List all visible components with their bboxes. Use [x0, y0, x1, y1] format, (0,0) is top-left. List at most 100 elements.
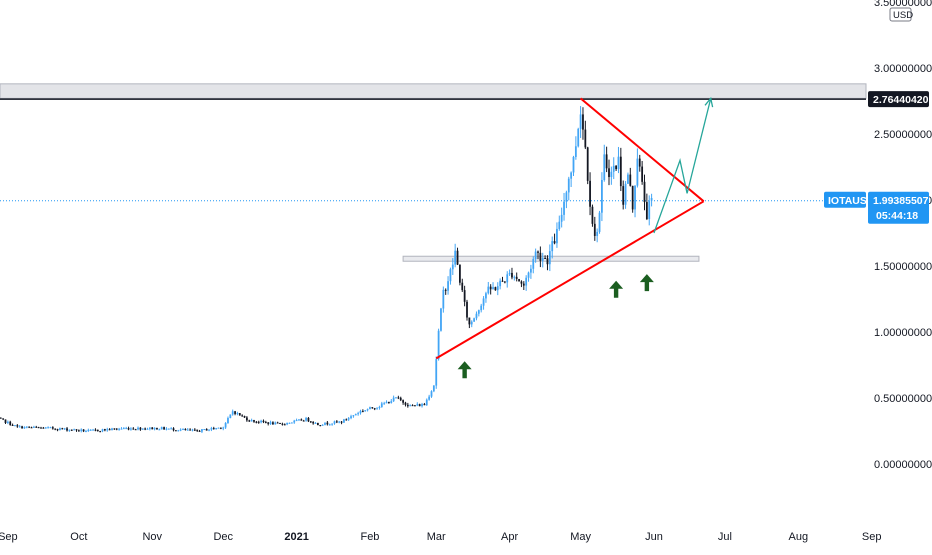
- candle[interactable]: [411, 404, 414, 407]
- candle[interactable]: [383, 401, 386, 405]
- candle[interactable]: [276, 421, 279, 424]
- candle[interactable]: [246, 416, 248, 422]
- candle[interactable]: [253, 419, 255, 423]
- candle[interactable]: [14, 424, 16, 427]
- candle[interactable]: [506, 271, 509, 288]
- candle[interactable]: [70, 429, 73, 432]
- candle[interactable]: [238, 412, 241, 416]
- candle[interactable]: [596, 228, 599, 243]
- candle[interactable]: [518, 278, 520, 282]
- candle[interactable]: [257, 420, 260, 424]
- candle[interactable]: [432, 385, 435, 393]
- candle[interactable]: [167, 428, 170, 430]
- candle[interactable]: [122, 427, 125, 430]
- candle[interactable]: [269, 420, 272, 425]
- candle[interactable]: [290, 422, 293, 424]
- candle[interactable]: [153, 427, 156, 431]
- candle[interactable]: [193, 428, 196, 432]
- candle[interactable]: [480, 303, 483, 313]
- candle[interactable]: [312, 421, 315, 425]
- candle[interactable]: [515, 272, 518, 282]
- candle[interactable]: [141, 428, 144, 430]
- candle[interactable]: [231, 409, 234, 416]
- candle[interactable]: [319, 425, 322, 427]
- candle[interactable]: [227, 416, 229, 424]
- candle[interactable]: [494, 286, 497, 291]
- candle[interactable]: [205, 428, 208, 431]
- candle[interactable]: [496, 282, 499, 296]
- candle[interactable]: [132, 427, 135, 430]
- candle[interactable]: [397, 395, 400, 400]
- candle[interactable]: [499, 278, 502, 290]
- candle[interactable]: [99, 430, 102, 433]
- candle[interactable]: [560, 207, 563, 228]
- candle[interactable]: [241, 414, 244, 417]
- candle[interactable]: [2, 418, 5, 421]
- candle[interactable]: [527, 271, 530, 282]
- candle[interactable]: [127, 426, 130, 431]
- candle[interactable]: [279, 422, 281, 424]
- candle[interactable]: [331, 423, 333, 426]
- candle[interactable]: [189, 428, 191, 431]
- candle[interactable]: [229, 414, 232, 419]
- candle[interactable]: [376, 407, 378, 410]
- candle[interactable]: [532, 256, 535, 274]
- candle[interactable]: [454, 243, 457, 268]
- candle[interactable]: [638, 154, 641, 172]
- candle[interactable]: [264, 420, 267, 424]
- candle[interactable]: [267, 422, 270, 426]
- candle[interactable]: [423, 402, 426, 406]
- candle[interactable]: [338, 421, 341, 424]
- candle[interactable]: [612, 157, 615, 180]
- candle[interactable]: [335, 420, 338, 424]
- candle[interactable]: [598, 210, 601, 234]
- candle[interactable]: [634, 185, 636, 218]
- candle[interactable]: [451, 258, 454, 275]
- candle[interactable]: [603, 144, 606, 182]
- candle[interactable]: [208, 429, 210, 432]
- candle[interactable]: [537, 250, 539, 260]
- resistance-zone[interactable]: [0, 83, 867, 99]
- candle[interactable]: [125, 426, 128, 430]
- candle[interactable]: [317, 422, 319, 426]
- candle[interactable]: [94, 428, 97, 432]
- candle[interactable]: [610, 166, 613, 185]
- candle[interactable]: [16, 424, 19, 428]
- candle[interactable]: [428, 394, 431, 401]
- candle[interactable]: [182, 428, 184, 431]
- candle[interactable]: [470, 320, 473, 328]
- candle[interactable]: [75, 429, 78, 432]
- candle[interactable]: [262, 419, 265, 424]
- candle[interactable]: [582, 107, 584, 140]
- candle[interactable]: [191, 428, 194, 432]
- candle[interactable]: [636, 148, 639, 188]
- candle[interactable]: [25, 426, 28, 429]
- candle[interactable]: [388, 401, 390, 404]
- candle[interactable]: [508, 269, 511, 276]
- candle[interactable]: [236, 411, 239, 416]
- candle[interactable]: [608, 159, 610, 186]
- candle[interactable]: [589, 172, 591, 216]
- candle[interactable]: [648, 195, 651, 226]
- candle[interactable]: [56, 428, 59, 432]
- candle[interactable]: [106, 427, 109, 432]
- candle[interactable]: [468, 317, 471, 329]
- candle[interactable]: [380, 401, 383, 408]
- candle[interactable]: [466, 299, 468, 321]
- candle[interactable]: [151, 427, 154, 430]
- candle[interactable]: [421, 402, 423, 408]
- candle[interactable]: [442, 286, 445, 313]
- candle[interactable]: [357, 411, 360, 416]
- candle[interactable]: [622, 180, 625, 210]
- candle[interactable]: [541, 252, 544, 268]
- candle[interactable]: [345, 418, 348, 421]
- candle[interactable]: [449, 267, 452, 285]
- candle[interactable]: [406, 402, 409, 408]
- candle[interactable]: [501, 276, 504, 282]
- candle[interactable]: [156, 427, 158, 430]
- candle[interactable]: [59, 427, 61, 431]
- candle[interactable]: [302, 419, 305, 422]
- candle[interactable]: [28, 426, 31, 429]
- candle[interactable]: [77, 429, 80, 432]
